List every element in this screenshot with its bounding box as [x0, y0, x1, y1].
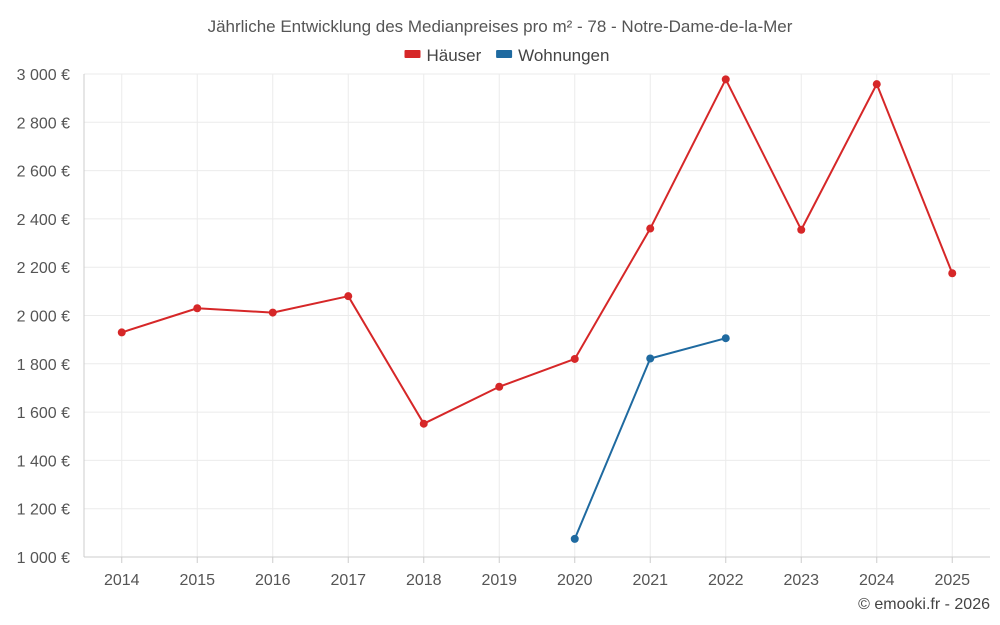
y-tick-label: 1 600 € [17, 405, 70, 422]
y-tick-label: 1 000 € [17, 550, 70, 567]
data-point[interactable] [721, 334, 730, 343]
legend-swatch [404, 50, 421, 58]
data-point[interactable] [419, 419, 428, 428]
series-layer [117, 75, 957, 543]
y-tick-label: 1 200 € [17, 502, 70, 519]
x-tick-label: 2016 [255, 572, 291, 589]
series-line [121, 78, 954, 425]
chart-title: Jährliche Entwicklung des Medianpreises … [208, 17, 793, 36]
data-point[interactable] [570, 354, 579, 363]
data-point[interactable] [646, 224, 655, 233]
y-tick-label: 1 800 € [17, 357, 70, 374]
y-tick-label: 1 400 € [17, 453, 70, 470]
x-tick-label: 2014 [104, 572, 140, 589]
credit-text: © emooki.fr - 2026 [858, 596, 990, 613]
y-tick-label: 3 000 € [17, 67, 70, 84]
grid [84, 73, 990, 557]
series-1 [570, 334, 730, 543]
x-tick-label: 2019 [481, 572, 517, 589]
series-0 [117, 75, 957, 428]
legend-swatch [496, 50, 513, 58]
legend[interactable]: Häuser Wohnungen [404, 46, 610, 65]
x-tick-label: 2017 [330, 572, 366, 589]
x-tick-label: 2025 [934, 572, 970, 589]
x-tick-label: 2015 [179, 572, 215, 589]
legend-label: Häuser [427, 46, 482, 65]
x-tick-label: 2020 [557, 572, 593, 589]
x-tick-label: 2022 [708, 572, 744, 589]
data-point[interactable] [268, 308, 277, 317]
y-tick-label: 2 000 € [17, 309, 70, 326]
x-tick-label: 2021 [632, 572, 668, 589]
data-point[interactable] [117, 328, 126, 337]
axes: 1 000 € 1 200 € 1 400 € 1 600 € 1 800 € 2 000… [17, 67, 990, 589]
data-point[interactable] [797, 225, 806, 234]
legend-item[interactable]: Wohnungen [496, 46, 609, 65]
y-tick-label: 2 800 € [17, 115, 70, 132]
legend-item[interactable]: Häuser [404, 46, 482, 65]
legend-label: Wohnungen [518, 46, 609, 65]
x-tick-label: 2024 [859, 572, 895, 589]
data-point[interactable] [495, 382, 504, 391]
y-tick-label: 2 600 € [17, 164, 70, 181]
data-point[interactable] [721, 75, 730, 84]
data-point[interactable] [344, 292, 353, 301]
data-point[interactable] [872, 80, 881, 89]
data-point[interactable] [193, 304, 202, 313]
y-tick-label: 2 200 € [17, 260, 70, 277]
y-tick-label: 2 400 € [17, 212, 70, 229]
data-point[interactable] [646, 354, 655, 363]
x-tick-label: 2018 [406, 572, 442, 589]
data-point[interactable] [948, 269, 957, 278]
x-tick-label: 2023 [783, 572, 819, 589]
data-point[interactable] [570, 534, 579, 543]
